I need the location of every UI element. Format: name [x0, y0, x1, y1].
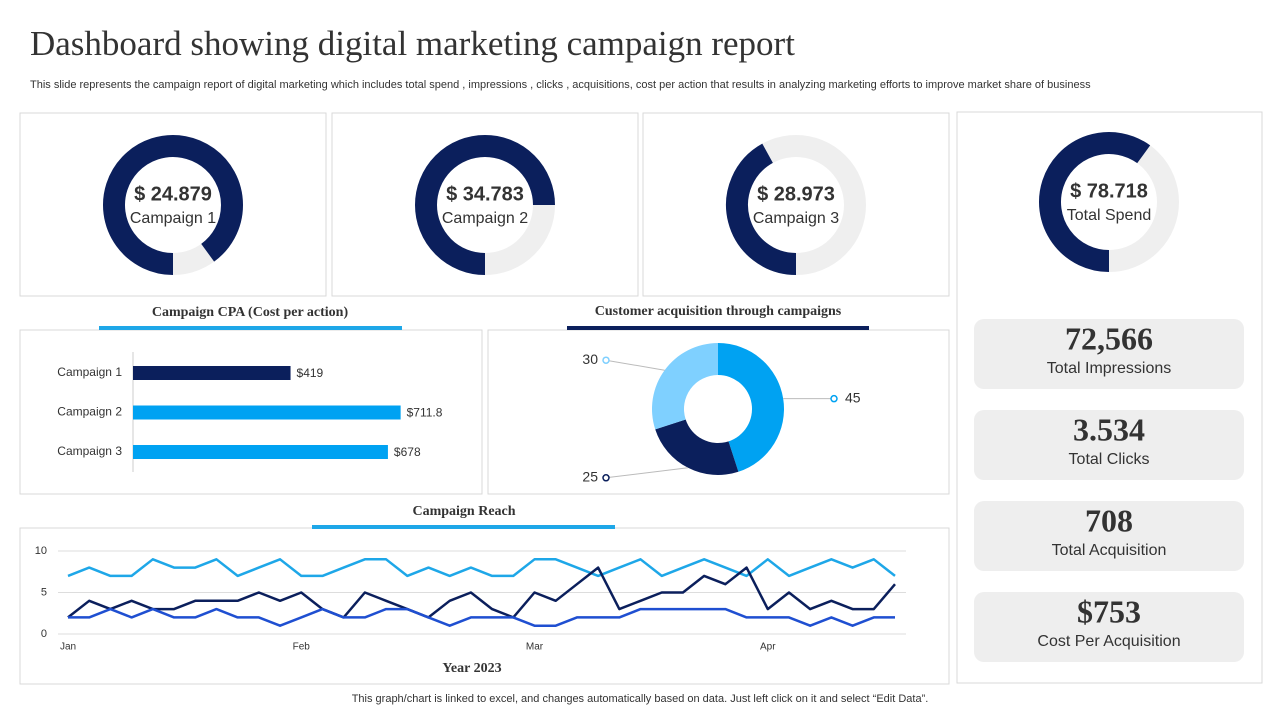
chart-title: Campaign CPA (Cost per action) — [152, 305, 349, 320]
footer-note: This graph/chart is linked to excel, and… — [352, 693, 929, 705]
leader-line — [605, 359, 665, 371]
bar — [133, 445, 388, 459]
line-series — [67, 558, 896, 578]
chart-title: Customer acquisition through campaigns — [595, 304, 842, 319]
gauge-arc — [103, 135, 243, 275]
title-underline — [312, 525, 615, 529]
pie-slice — [655, 419, 739, 476]
y-tick-label: Campaign 2 — [57, 405, 122, 419]
kpi-card — [974, 501, 1244, 571]
leader-line — [605, 467, 689, 479]
side-panel — [956, 111, 1263, 684]
x-tick-label: Jan — [60, 642, 76, 653]
y-tick-label: 5 — [41, 586, 47, 598]
y-tick-label: Campaign 1 — [57, 365, 122, 379]
y-tick-label: 10 — [35, 545, 47, 557]
data-label: $711.8 — [407, 406, 443, 420]
chart-title: Campaign Reach — [412, 504, 515, 519]
kpi-label: Total Impressions — [1047, 360, 1172, 377]
gauge-value: $ 34.783 — [446, 183, 524, 205]
x-axis-label: Year 2023 — [442, 661, 501, 676]
gauge-label: Total Spend — [1067, 207, 1152, 224]
line-series — [67, 566, 896, 619]
kpi-label: Total Clicks — [1069, 451, 1150, 468]
pie-slice — [652, 343, 718, 430]
gauge-value: $ 28.973 — [757, 183, 835, 205]
kpi-card — [974, 592, 1244, 662]
leader-dot — [602, 474, 610, 482]
gauge-label: Campaign 1 — [130, 210, 216, 227]
gauge-label: Campaign 3 — [753, 210, 839, 227]
kpi-card — [974, 410, 1244, 480]
y-tick-label: Campaign 3 — [57, 444, 122, 458]
line-series — [68, 607, 895, 627]
y-tick-label: 0 — [41, 628, 47, 640]
gauge-label: Campaign 2 — [442, 210, 528, 227]
pie-slice — [718, 343, 784, 472]
gauge-arc — [415, 135, 555, 275]
x-tick-label: Mar — [526, 642, 544, 653]
data-label: 25 — [582, 469, 598, 485]
x-tick-label: Feb — [293, 642, 311, 653]
kpi-label: Cost Per Acquisition — [1037, 633, 1180, 650]
kpi-value: 708 — [1085, 502, 1133, 538]
x-tick-label: Apr — [760, 642, 776, 653]
kpi-value: 72,566 — [1065, 320, 1153, 356]
title-underline — [567, 326, 869, 330]
page-title: Dashboard showing digital marketing camp… — [30, 24, 795, 63]
leader-dot — [602, 356, 610, 364]
card — [19, 527, 950, 685]
kpi-value: 3.534 — [1073, 411, 1145, 447]
leader-dot — [830, 394, 838, 403]
data-label: $419 — [297, 366, 324, 380]
data-label: 30 — [582, 351, 598, 367]
kpi-card — [974, 319, 1244, 389]
bar — [133, 405, 401, 420]
gauge-arc — [726, 143, 797, 275]
data-label: $678 — [394, 445, 421, 459]
gauge-value: $ 78.718 — [1070, 180, 1148, 202]
kpi-value: $753 — [1077, 593, 1141, 629]
kpi-label: Total Acquisition — [1052, 542, 1167, 559]
gauge-arc — [1039, 132, 1151, 272]
bar — [133, 366, 291, 380]
title-underline — [99, 326, 402, 330]
data-label: 45 — [845, 389, 861, 405]
gauge-value: $ 24.879 — [134, 183, 212, 205]
page-subtitle: This slide represents the campaign repor… — [30, 79, 1091, 91]
